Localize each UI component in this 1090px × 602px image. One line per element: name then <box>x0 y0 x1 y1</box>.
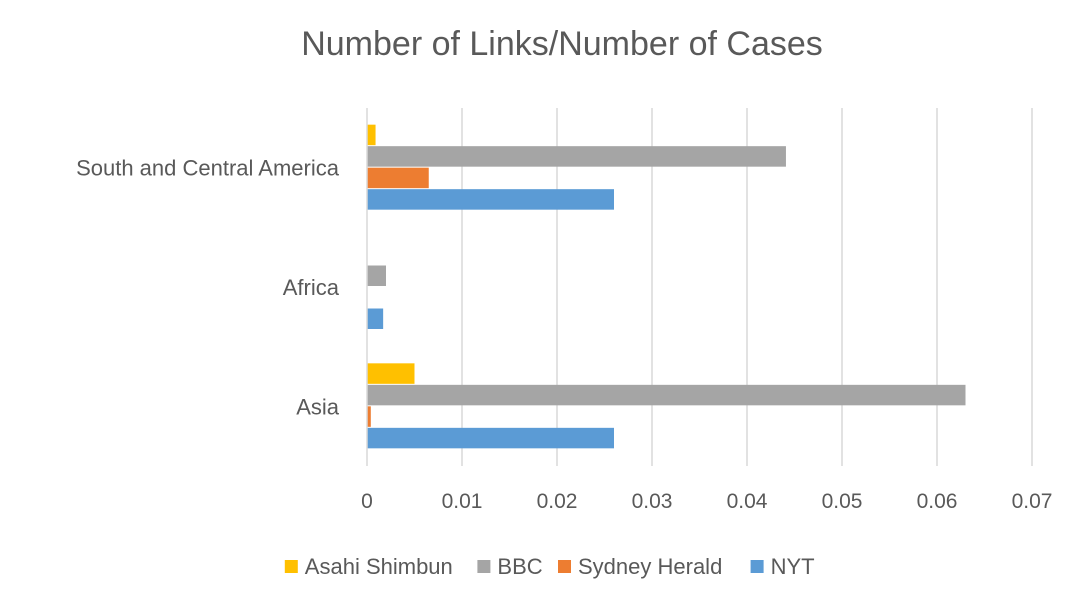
bar-nyt-south-and-central-america <box>367 189 614 210</box>
legend-item-bbc: BBC <box>477 554 543 579</box>
category-label: Africa <box>283 275 340 300</box>
legend-swatch <box>750 560 764 573</box>
legend-item-asahi-shimbun: Asahi Shimbun <box>284 554 453 579</box>
legend-label: Asahi Shimbun <box>305 554 453 579</box>
x-tick-label: 0.01 <box>442 490 483 513</box>
bar-nyt-africa <box>367 308 384 329</box>
legend: Asahi Shimbun BBC Sydney Herald NYT <box>284 554 815 579</box>
bars <box>367 124 966 449</box>
legend-swatch <box>558 560 571 573</box>
x-tick-label: 0.03 <box>632 490 673 513</box>
bar-bbc-africa <box>367 265 386 286</box>
bar-nyt-asia <box>367 427 614 449</box>
legend-swatch <box>284 560 298 573</box>
x-tick-label: 0.04 <box>727 490 768 513</box>
legend-label: NYT <box>771 554 815 579</box>
legend-label: Sydney Herald <box>578 554 722 579</box>
bar-asahi-shimbun-south-and-central-america <box>367 124 376 146</box>
bar-sydney-herald-south-and-central-america <box>367 167 429 189</box>
legend-item-sydney-herald: Sydney Herald <box>558 554 722 579</box>
x-tick-label: 0.06 <box>917 490 958 513</box>
x-tick-label: 0.07 <box>1012 490 1053 513</box>
bar-bbc-asia <box>367 384 966 406</box>
category-labels: Asia Africa South and Central America <box>76 156 340 420</box>
category-label: Asia <box>296 394 340 419</box>
legend-item-nyt: NYT <box>750 554 815 579</box>
bar-asahi-shimbun-asia <box>367 363 415 384</box>
chart-title: Number of Links/Number of Cases <box>301 25 823 63</box>
gridlines <box>461 108 1033 466</box>
category-label: South and Central America <box>76 156 340 181</box>
x-tick-label: 0 <box>361 490 373 513</box>
x-tick-label: 0.05 <box>822 490 863 513</box>
x-tick-labels: 0 0.01 0.02 0.03 0.04 0.05 0.06 0.07 <box>361 490 1052 513</box>
bar-sydney-herald-asia <box>367 406 371 427</box>
legend-label: BBC <box>497 554 542 579</box>
legend-swatch <box>477 560 491 573</box>
bar-bbc-south-and-central-america <box>367 146 786 167</box>
x-tick-label: 0.02 <box>537 490 578 513</box>
